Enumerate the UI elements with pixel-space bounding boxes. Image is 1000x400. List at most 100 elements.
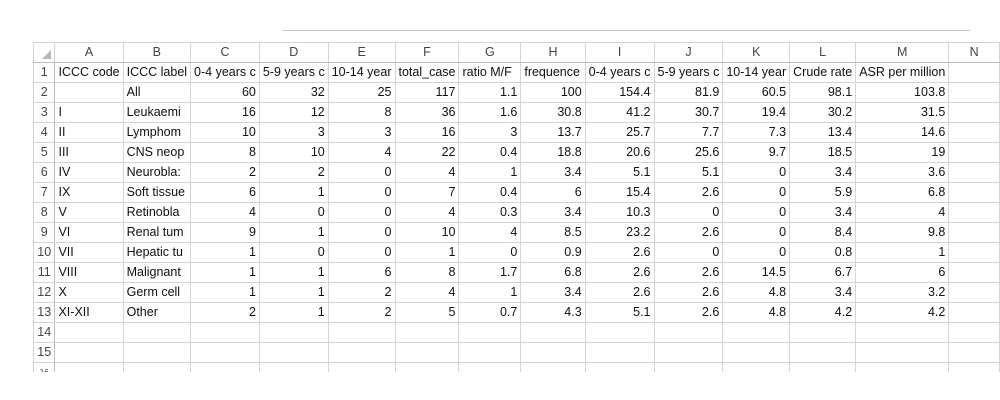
row-header[interactable]: 5 [32,142,56,163]
cell[interactable]: 0.3 [458,202,522,223]
cell[interactable]: 20.6 [584,142,655,163]
cell[interactable]: 30.8 [520,102,586,123]
cell[interactable]: 5.1 [584,302,655,323]
column-header[interactable]: E [327,42,396,63]
cell[interactable]: Hepatic tu [122,242,192,263]
cell[interactable]: 16 [394,122,460,143]
cell[interactable] [948,262,1000,283]
cell[interactable]: CNS neop [122,142,192,163]
cell[interactable]: ICCC code [54,62,124,83]
cell[interactable] [458,342,522,363]
cell[interactable]: 1 [258,302,329,323]
cell[interactable]: I [54,102,124,123]
column-header[interactable]: M [855,42,950,63]
cell[interactable]: 13.7 [520,122,586,143]
cell[interactable]: 3.2 [855,282,950,303]
row-header[interactable]: 10 [32,242,56,263]
cell[interactable]: 2.6 [653,302,724,323]
cell[interactable] [258,322,329,343]
cell[interactable]: Soft tissue [122,182,192,203]
cell[interactable]: 60 [190,82,260,103]
cell[interactable]: 2.6 [584,282,655,303]
cell[interactable]: 1.7 [458,262,522,283]
cell[interactable]: 0 [258,202,329,223]
cell[interactable]: 1 [190,262,260,283]
cell[interactable]: Other [122,302,192,323]
cell[interactable]: 5.9 [789,182,857,203]
cell[interactable] [653,342,724,363]
cell[interactable]: 6.7 [789,262,857,283]
cell[interactable]: 23.2 [584,222,655,243]
cell[interactable]: 6.8 [855,182,950,203]
cell[interactable]: 9.7 [722,142,791,163]
cell[interactable]: 4 [190,202,260,223]
cell[interactable]: 1 [258,222,329,243]
cell[interactable]: X [54,282,124,303]
cell[interactable]: Retinobla [122,202,192,223]
cell[interactable] [948,182,1000,203]
cell[interactable]: 3.4 [520,282,586,303]
cell[interactable]: frequence [520,62,586,83]
cell[interactable]: 6 [855,262,950,283]
cell[interactable]: 6 [520,182,586,203]
cell[interactable]: 0-4 years c [584,62,655,83]
row-header[interactable]: 2 [32,82,56,103]
cell[interactable] [855,322,950,343]
cell[interactable]: 19.4 [722,102,791,123]
cell[interactable] [584,342,655,363]
cell[interactable]: 0.8 [789,242,857,263]
cell[interactable]: 3 [258,122,329,143]
cell[interactable]: 30.7 [653,102,724,123]
cell[interactable]: 7.3 [722,122,791,143]
cell[interactable]: 2 [190,162,260,183]
cell[interactable]: ratio M/F [458,62,522,83]
cell[interactable]: 8 [190,142,260,163]
cell[interactable] [948,82,1000,103]
cell[interactable]: 10-14 year [722,62,791,83]
cell[interactable]: 0-4 years c [190,62,260,83]
column-header[interactable]: C [190,42,260,63]
cell[interactable]: 0 [327,182,396,203]
cell[interactable]: 98.1 [789,82,857,103]
cell[interactable] [722,322,791,343]
cell[interactable]: 9 [190,222,260,243]
cell[interactable]: 100 [520,82,586,103]
column-header[interactable]: L [789,42,857,63]
cell[interactable]: 10 [190,122,260,143]
cell[interactable]: 0.7 [458,302,522,323]
cell[interactable]: 0 [258,242,329,263]
cell[interactable] [653,322,724,343]
column-header[interactable]: H [520,42,586,63]
cell[interactable]: 8 [327,102,396,123]
cell[interactable]: 1 [458,162,522,183]
row-header[interactable]: 15 [32,342,56,363]
cell[interactable]: 0 [327,222,396,243]
cell[interactable]: 2.6 [653,182,724,203]
row-header[interactable]: 1 [32,62,56,83]
column-header[interactable]: B [122,42,192,63]
cell[interactable]: XI-XII [54,302,124,323]
cell[interactable]: 30.2 [789,102,857,123]
cell[interactable]: 4 [394,202,460,223]
cell[interactable] [789,322,857,343]
cell[interactable]: 3.4 [520,202,586,223]
cell[interactable]: 8 [394,262,460,283]
row-header[interactable]: 3 [32,102,56,123]
cell[interactable]: Malignant [122,262,192,283]
column-header[interactable]: A [54,42,124,63]
cell[interactable] [520,342,586,363]
row-header[interactable]: 6 [32,162,56,183]
cell[interactable]: 13.4 [789,122,857,143]
row-header[interactable]: 12 [32,282,56,303]
cell[interactable]: III [54,142,124,163]
cell[interactable]: 8.4 [789,222,857,243]
cell[interactable] [948,142,1000,163]
cell[interactable]: 103.8 [855,82,950,103]
cell[interactable]: 4.2 [855,302,950,323]
cell[interactable]: 3 [458,122,522,143]
cell[interactable]: 3 [327,122,396,143]
cell[interactable]: 10 [394,222,460,243]
cell[interactable]: 1 [258,182,329,203]
cell[interactable]: 0 [327,242,396,263]
cell[interactable]: 0.4 [458,142,522,163]
